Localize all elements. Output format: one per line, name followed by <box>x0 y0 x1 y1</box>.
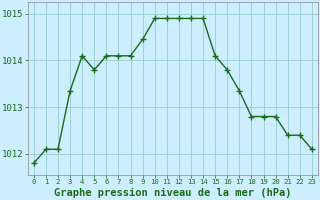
X-axis label: Graphe pression niveau de la mer (hPa): Graphe pression niveau de la mer (hPa) <box>54 188 292 198</box>
